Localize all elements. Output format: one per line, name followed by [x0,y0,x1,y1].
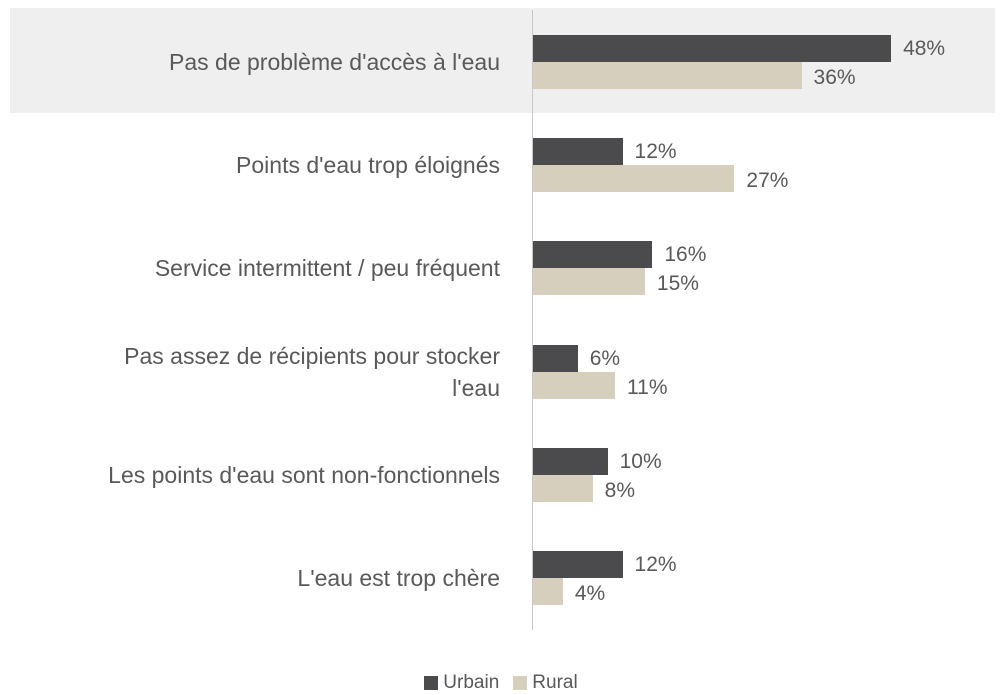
bar [533,344,578,372]
value-label: 16% [664,243,707,267]
category-label: Points d'eau trop éloignés [236,152,500,179]
bar [533,578,563,605]
bar [533,62,802,89]
legend-item: Rural [513,672,578,694]
bar [533,165,735,193]
category-label: Pas assez de récipients pour stocker l'e… [124,342,500,401]
legend: Urbain Rural [0,672,1002,694]
value-label: 36% [813,66,856,89]
bar [533,268,645,296]
legend-label: Urbain [443,672,500,693]
bar [533,371,616,399]
value-label: 48% [903,37,946,60]
axis-line [532,10,533,630]
bar [533,447,608,475]
value-label: 27% [746,169,789,193]
category-label: Service intermittent / peu fréquent [154,255,500,282]
value-label: 4% [574,582,606,605]
bar [533,35,892,62]
value-label: 8% [604,478,636,502]
legend-label: Rural [532,672,578,693]
bar [533,474,593,502]
category-label: Les points d'eau sont non-fonctionnels [108,461,500,488]
category-label: L'eau est trop chère [297,565,500,591]
bar [533,138,623,166]
bar [533,241,653,269]
value-label: 12% [634,553,677,576]
legend-swatch [513,676,528,690]
bar [533,551,623,578]
legend-swatch [424,676,439,690]
value-label: 11% [627,375,668,399]
value-label: 10% [619,449,662,473]
legend-item: Urbain [424,672,499,694]
value-label: 12% [634,140,677,164]
category-label: Pas de problème d'accès à l'eau [169,49,500,75]
value-label: 6% [589,346,621,370]
value-label: 15% [656,272,699,296]
